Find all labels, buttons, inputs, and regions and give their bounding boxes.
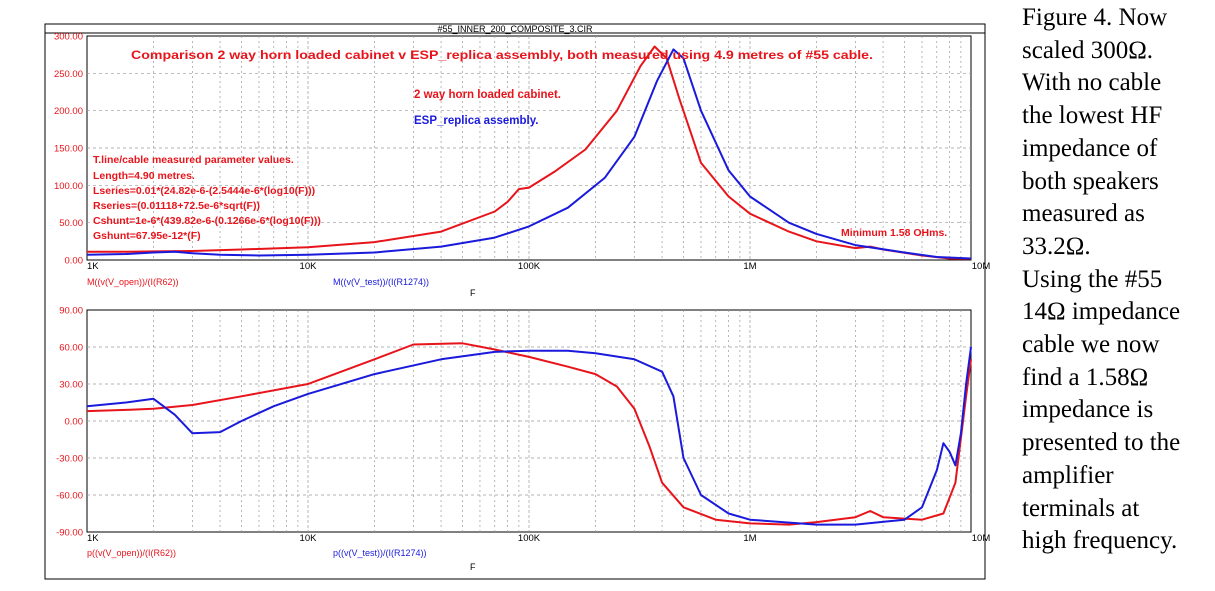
phase-trace-label-red: p((v(V_open))/(I(R62)) [87, 548, 176, 558]
annotation-esp-replica: ESP_replica assembly. [414, 115, 538, 127]
magnitude-trace-label-blue: M((v(V_test))/(I(R1274)) [333, 277, 429, 287]
phase-trace-label-blue: p((v(V_test))/(I(R1274)) [333, 548, 427, 558]
caption-line: Using the #55 [1022, 265, 1163, 293]
caption-line: cable we now [1022, 331, 1160, 359]
caption-line: presented to the [1022, 429, 1181, 457]
magnitude-panel: 0.0050.00100.00150.00200.00250.00300.00 … [54, 32, 990, 299]
simulation-figure: #55_INNER_200_COMPOSITE_3.CIR 0.00 50.00 1… [44, 23, 990, 580]
magnitude-y-ticks: 0.00 50.00 100.00 150.00 200.00 250.00 300.00 [54, 32, 83, 267]
phase-grid [87, 310, 971, 532]
caption-line: impedance is [1022, 396, 1154, 424]
y-tick-label: -30.00 [56, 454, 83, 465]
caption-line: measured as [1022, 200, 1145, 228]
x-tick-label: 10M [972, 261, 991, 272]
x-tick-label: 10K [300, 533, 318, 544]
y-tick-label: 60.00 [59, 343, 83, 354]
caption-line: impedance of [1022, 134, 1158, 162]
magnitude-chart-title: Comparison 2 way horn loaded cabinet v E… [131, 50, 873, 62]
caption-line: terminals at [1022, 494, 1140, 522]
x-tick-label: 100K [518, 261, 541, 272]
y-tick-label: -60.00 [56, 491, 83, 502]
x-tick-label: 100K [518, 533, 541, 544]
caption-line: scaled 300Ω. [1022, 36, 1154, 64]
caption-line: Figure 4. Now [1022, 4, 1168, 31]
caption-line: With no cable [1022, 69, 1162, 97]
caption-line: 14Ω impedance [1022, 298, 1181, 326]
y-tick-label: 200.00 [54, 106, 83, 117]
series-line-red [87, 45, 972, 260]
param-rseries: Rseries=(0.01118+72.5e-6*sqrt(F)) [93, 200, 260, 212]
magnitude-x-axis-label: F [470, 288, 476, 298]
phase-y-ticks: -90.00 -60.00 -30.00 0.00 30.00 60.00 90.00 [56, 306, 83, 539]
y-tick-label: 50.00 [59, 218, 83, 229]
caption-line: the lowest HF [1022, 102, 1163, 130]
y-tick-label: 30.00 [59, 380, 83, 391]
y-tick-label: 0.00 [65, 417, 84, 428]
y-tick-label: 250.00 [54, 69, 83, 80]
y-tick-label: 0.00 [65, 256, 84, 267]
magnitude-trace-label-red: M((v(V_open))/(I(R62)) [87, 277, 179, 287]
series-line-blue [86, 48, 972, 260]
y-tick-label: -90.00 [56, 528, 83, 539]
x-tick-label: 1K [87, 533, 99, 544]
caption-line: amplifier [1022, 461, 1114, 489]
series-line-blue [86, 346, 972, 526]
caption-line: high frequency. [1022, 527, 1178, 555]
cable-parameter-block: T.line/cable measured parameter values. … [93, 154, 321, 242]
window-title: #55_INNER_200_COMPOSITE_3.CIR [437, 24, 593, 34]
annotation-minimum: Minimum 1.58 OHms. [841, 227, 947, 239]
series-line-red [86, 342, 972, 526]
caption-line: find a 1.58Ω [1022, 363, 1149, 391]
figure-frame [44, 23, 986, 580]
y-tick-label: 150.00 [54, 144, 83, 155]
phase-panel: -90.00 -60.00 -30.00 0.00 30.00 60.00 90.00 1K… [56, 306, 990, 573]
x-tick-label: 1M [743, 533, 756, 544]
x-tick-label: 1M [743, 261, 756, 272]
param-gshunt: Gshunt=67.95e-12*(F) [93, 230, 201, 242]
x-tick-label: 10M [972, 533, 991, 544]
param-lseries: Lseries=0.01*(24.82e-6-(2.5444e-6*(log10… [93, 185, 315, 197]
phase-series [86, 342, 972, 526]
caption-line: 33.2Ω. [1022, 232, 1091, 260]
y-tick-label: 100.00 [54, 181, 83, 192]
phase-x-ticks: 1K 10K 100K 1M 10M [87, 533, 990, 544]
figure-caption: Figure 4. Now scaled 300Ω. With no cable th… [1022, 2, 1212, 558]
y-tick-label: 90.00 [59, 306, 83, 317]
x-tick-label: 10K [300, 261, 318, 272]
magnitude-x-ticks: 1K 10K 100K 1M 10M [87, 261, 990, 272]
param-length: Length=4.90 metres. [93, 170, 195, 182]
magnitude-series [86, 45, 972, 260]
param-cshunt: Cshunt=1e-6*(439.82e-6-(0.1266e-6*(log10… [93, 215, 321, 227]
phase-x-axis-label: F [470, 562, 476, 572]
caption-line: both speakers [1022, 167, 1159, 195]
y-tick-label: 300.00 [54, 32, 83, 43]
param-heading: T.line/cable measured parameter values. [93, 154, 294, 166]
x-tick-label: 1K [87, 261, 99, 272]
annotation-horn-cabinet: 2 way horn loaded cabinet. [414, 89, 561, 101]
